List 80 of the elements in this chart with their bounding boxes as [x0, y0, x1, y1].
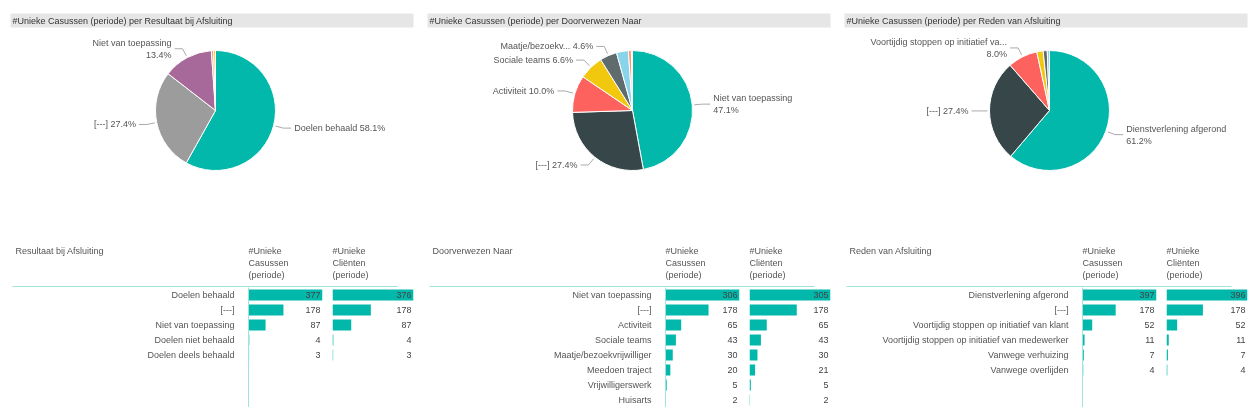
data-label: 4	[406, 335, 412, 345]
data-label: 306	[722, 290, 738, 300]
data-label: 3	[315, 350, 321, 360]
data-label: 2	[823, 395, 829, 405]
data-label: 377	[305, 290, 321, 300]
y-tick-label: Voortijdig stoppen op initiatief van medewerker	[882, 335, 1069, 345]
y-tick-label: Huisarts	[618, 395, 652, 405]
series-label: #Unieke Cliënten (periode)	[749, 245, 786, 280]
y-tick-label: Doelen deels behaald	[147, 350, 235, 360]
data-label: 11	[1145, 335, 1155, 345]
y-tick-label: Vanwege verhuizing	[988, 350, 1069, 360]
data-label: 7	[1149, 350, 1155, 360]
data-label: 178	[305, 305, 321, 315]
data-label: 65	[727, 320, 738, 330]
data-label: 7	[1240, 350, 1246, 360]
data-label: 43	[727, 335, 738, 345]
data-label: 178	[722, 305, 738, 315]
y-tick-label: [---]	[220, 305, 235, 315]
y-tick-label: Vrijwilligerswerk	[587, 380, 652, 390]
series-label: #Unieke Casussen (periode)	[248, 245, 289, 280]
data-label: 52	[1235, 320, 1246, 330]
data-label: 4	[315, 335, 321, 345]
y-tick-label: Sociale teams	[594, 335, 652, 345]
data-label: 5	[823, 380, 829, 390]
data-label: 30	[727, 350, 738, 360]
series-label: #Unieke Cliënten (periode)	[332, 245, 369, 280]
data-label: Voortijdig stoppen op initiatief va... 8.0%	[870, 36, 1008, 59]
y-tick-label: [---]	[1054, 305, 1069, 315]
data-label: 178	[1139, 305, 1155, 315]
data-label: 87	[401, 320, 412, 330]
y-tick-label: Dienstverlening afgerond	[968, 290, 1069, 300]
y-tick-label: Voortijdig stoppen op initiatief van klant	[912, 320, 1069, 330]
data-label: 4	[1149, 365, 1155, 375]
data-label: Sociale teams 6.6%	[493, 55, 573, 66]
y-axis-title: Doorverwezen Naar	[432, 245, 513, 256]
data-label: 52	[1144, 320, 1155, 330]
chart-title: #Unieke Casussen (periode) per Resultaat bij Afsluiting	[12, 15, 233, 26]
data-label: 397	[1139, 290, 1155, 300]
data-label: Maatje/bezoekv... 4.6%	[500, 41, 594, 52]
data-label: 21	[818, 365, 829, 375]
chart-title: #Unieke Casussen (periode) per Reden van Afsluiting	[846, 15, 1061, 26]
chart-title: #Unieke Casussen (periode) per Doorverwezen Naar	[429, 15, 642, 26]
series-label: #Unieke Casussen (periode)	[1082, 245, 1123, 280]
data-label: 178	[396, 305, 412, 315]
data-label: 30	[818, 350, 829, 360]
y-tick-label: Doelen niet behaald	[154, 335, 235, 345]
y-tick-label: Niet van toepassing	[572, 290, 652, 300]
data-label: Doelen behaald 58.1%	[294, 123, 386, 134]
y-tick-label: Niet van toepassing	[155, 320, 235, 330]
y-tick-label: Maatje/bezoekvrijwilliger	[553, 350, 652, 360]
data-label: 178	[813, 305, 829, 315]
data-label: 305	[813, 290, 829, 300]
data-label: 11	[1236, 335, 1246, 345]
data-label: Dienstverlening afgerond 61.2%	[1126, 123, 1227, 146]
data-label: 4	[1240, 365, 1246, 375]
y-axis-title: Resultaat bij Afsluiting	[15, 245, 104, 256]
data-label: Activiteit 10.0%	[492, 85, 555, 96]
data-label: 178	[1230, 305, 1246, 315]
data-label: [---] 27.4%	[926, 105, 969, 116]
y-axis-title: Reden van Afsluiting	[849, 245, 932, 256]
data-label: 43	[818, 335, 829, 345]
data-label: 376	[396, 290, 412, 300]
series-label: #Unieke Cliënten (periode)	[1166, 245, 1203, 280]
y-tick-label: Activiteit	[617, 320, 652, 330]
y-tick-label: Meedoen traject	[586, 365, 652, 375]
data-label: Niet van toepassing 13.4%	[92, 37, 172, 60]
data-label: 20	[727, 365, 738, 375]
data-label: 396	[1230, 290, 1246, 300]
data-label: Niet van toepassing 47.1%	[713, 93, 793, 116]
data-label: [---] 27.4%	[535, 159, 578, 170]
data-label: 65	[818, 320, 829, 330]
data-label: [---] 27.4%	[93, 119, 136, 130]
data-label: 3	[406, 350, 412, 360]
data-label: 87	[310, 320, 321, 330]
y-tick-label: Vanwege overlijden	[990, 365, 1069, 375]
data-label: 5	[732, 380, 738, 390]
y-tick-label: [---]	[637, 305, 652, 315]
data-label: 2	[732, 395, 738, 405]
text: #Unieke Casussen (periode)	[665, 245, 706, 280]
y-tick-label: Doelen behaald	[171, 290, 235, 300]
